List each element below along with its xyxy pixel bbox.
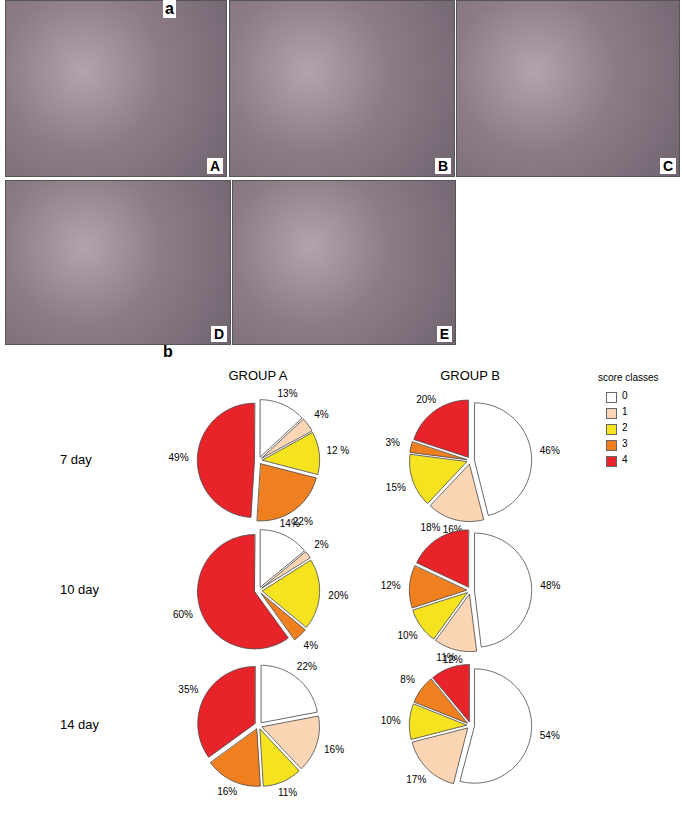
html-text:2: 2 (622, 422, 628, 433)
html-text:GROUP A: GROUP A (228, 368, 288, 383)
svg-text:54%: 54% (540, 730, 560, 741)
html-text:B: B (437, 158, 448, 174)
svg-text:22%: 22% (292, 515, 313, 527)
svg-text:48%: 48% (540, 580, 560, 591)
svg-text:14%: 14% (280, 518, 300, 529)
svg-text:3%: 3% (385, 437, 400, 448)
svg-text:4%: 4% (304, 640, 319, 651)
html-text:4: 4 (622, 454, 628, 465)
html-text:a: a (165, 0, 174, 17)
svg-text:2%: 2% (314, 539, 329, 550)
svg-text:46%: 46% (540, 445, 560, 456)
svg-text:17%: 17% (406, 774, 426, 785)
svg-text:16%: 16% (324, 744, 344, 755)
svg-text:49%: 49% (169, 452, 189, 463)
html-text:C: C (662, 158, 673, 174)
html-text:1: 1 (622, 406, 628, 417)
html-text:14 day: 14 day (60, 717, 99, 732)
svg-text:16%: 16% (442, 523, 463, 535)
svg-text:20%: 20% (416, 394, 436, 405)
html-text:score classes: score classes (598, 372, 659, 383)
html-text:E: E (439, 326, 449, 342)
svg-text:22%: 22% (297, 661, 317, 672)
svg-text:12 %: 12 % (326, 445, 349, 456)
svg-text:10%: 10% (381, 715, 401, 726)
svg-text:8%: 8% (400, 674, 415, 685)
html-text:D: D (213, 326, 224, 342)
html-text:b: b (163, 343, 173, 360)
svg-text:35%: 35% (178, 684, 198, 695)
svg-text:60%: 60% (173, 609, 193, 620)
html-text:GROUP B: GROUP B (440, 368, 500, 383)
svg-text:13%: 13% (278, 388, 298, 399)
html-text:A: A (209, 158, 220, 174)
svg-text:11%: 11% (278, 787, 297, 798)
svg-text:10%: 10% (398, 630, 418, 641)
svg-text:12%: 12% (381, 580, 401, 591)
svg-text:20%: 20% (328, 590, 348, 601)
svg-text:18%: 18% (420, 522, 440, 533)
svg-text:15%: 15% (386, 482, 406, 493)
html-text:10 day: 10 day (60, 582, 99, 597)
html-text:0: 0 (622, 390, 628, 401)
html-text:7 day: 7 day (60, 452, 92, 467)
svg-text:16%: 16% (217, 786, 237, 797)
svg-text:4%: 4% (314, 409, 329, 420)
svg-text:11%: 11% (436, 652, 455, 663)
html-text:3: 3 (622, 438, 628, 449)
